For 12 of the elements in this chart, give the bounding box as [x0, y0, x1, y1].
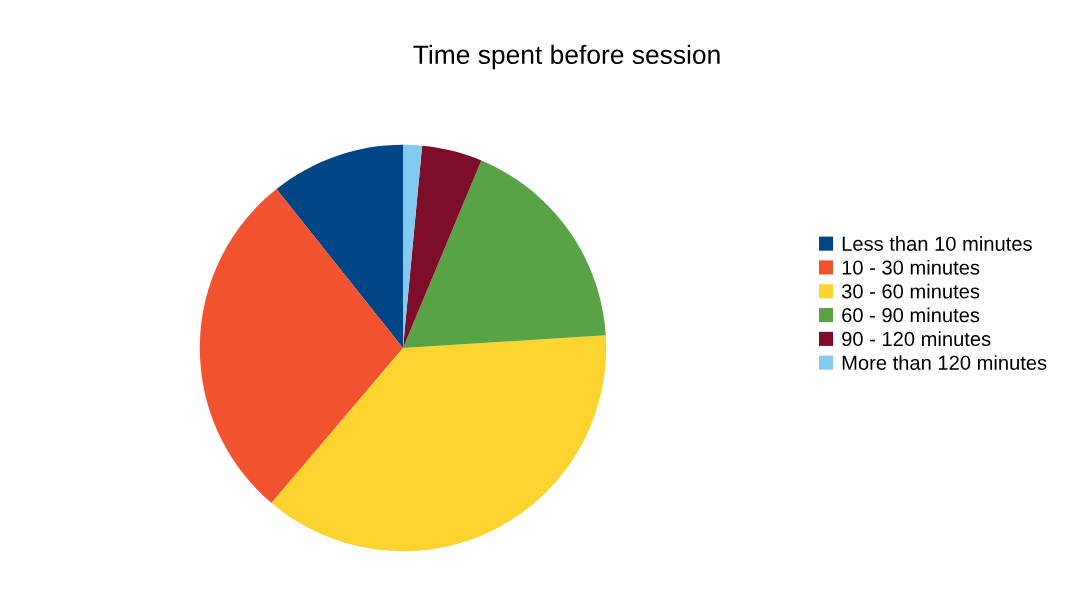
legend-label: 10 - 30 minutes [842, 259, 980, 275]
pie-slice [403, 160, 606, 348]
pie-slice [276, 144, 403, 348]
legend-label: 60 - 90 minutes [842, 307, 980, 323]
legend-label: 30 - 60 minutes [841, 283, 980, 299]
legend-label: 90 - 120 minutes [842, 331, 991, 347]
pie-slice [199, 189, 403, 503]
chart-title: Time spent before session [413, 44, 720, 70]
pie-slice [271, 335, 607, 552]
legend-label: More than 120 minutes [842, 355, 1047, 370]
legend-label: Less than 10 minutes [842, 236, 1032, 251]
pie-slice [403, 145, 482, 348]
